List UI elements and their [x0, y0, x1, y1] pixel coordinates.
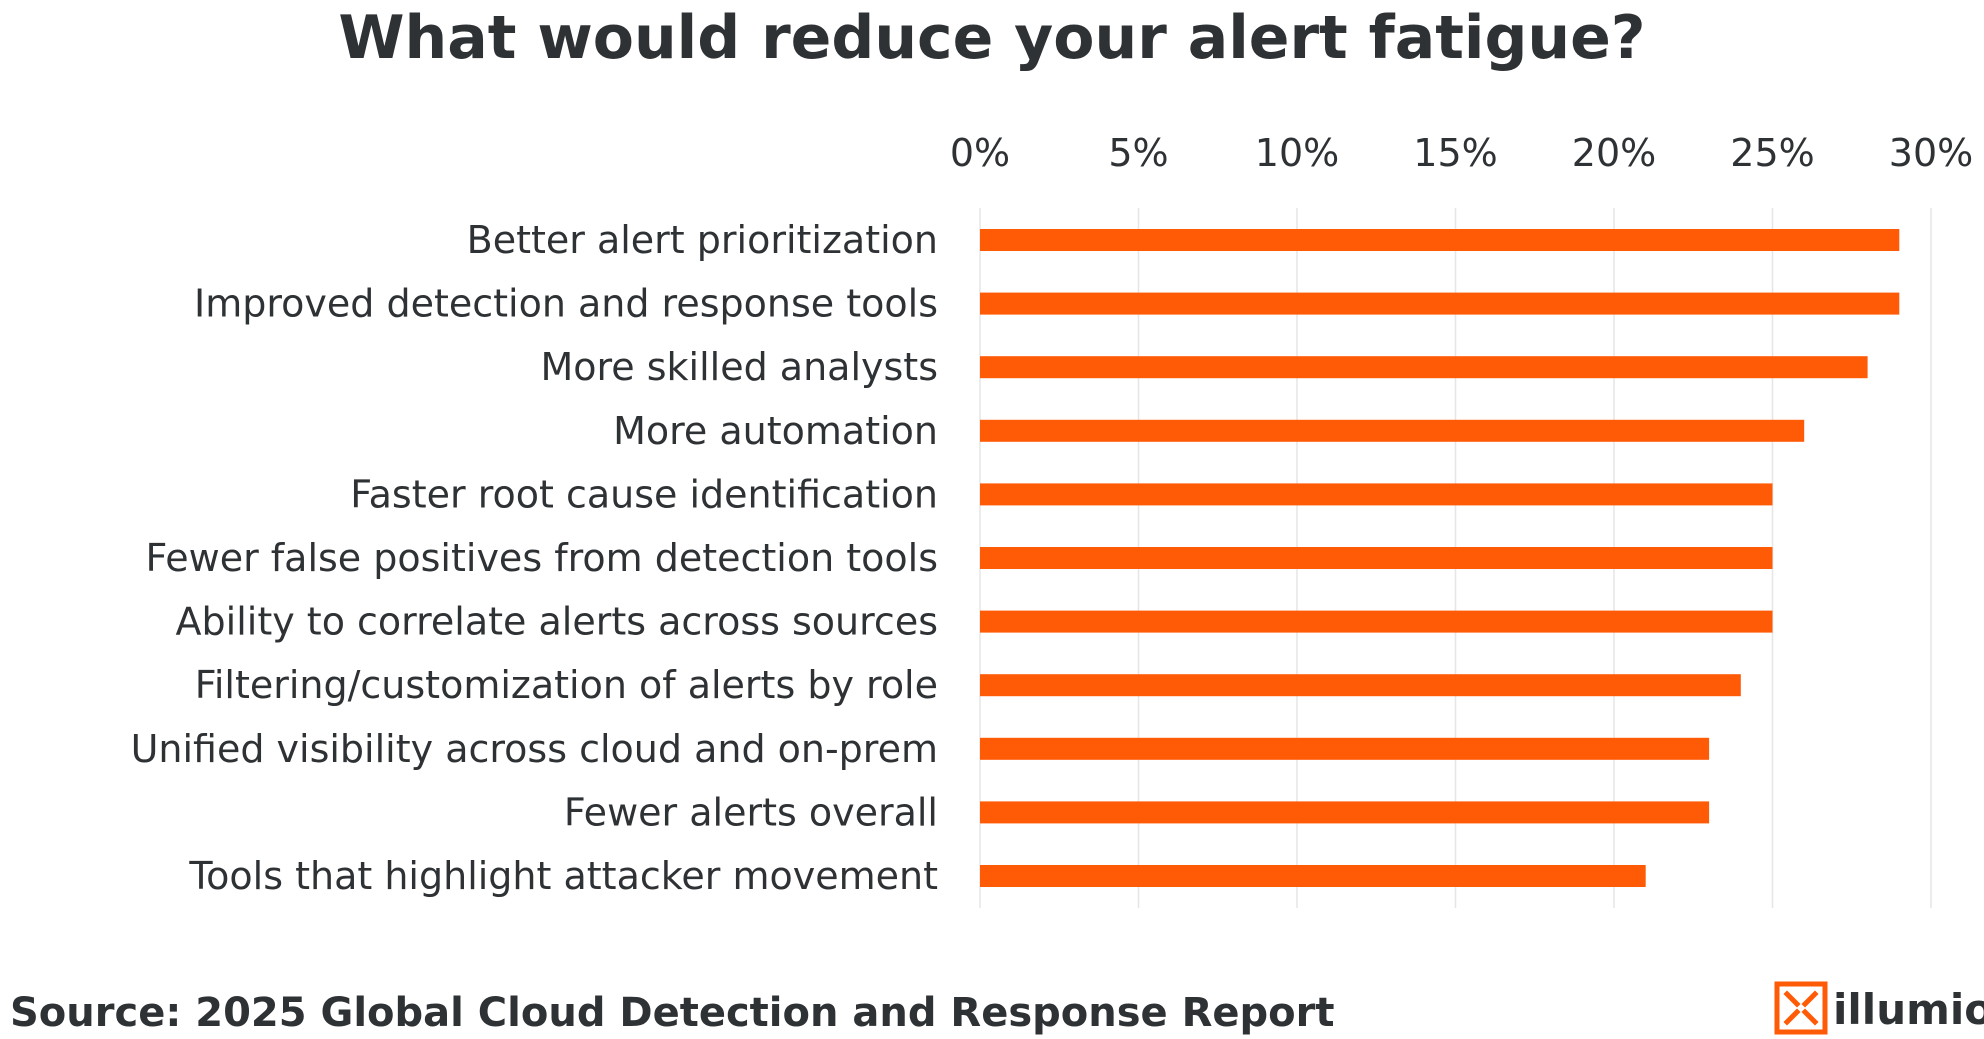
source-note: Source: 2025 Global Cloud Detection and …	[10, 990, 1335, 1036]
illumio-logo: illumio	[1774, 981, 1984, 1035]
bar	[980, 674, 1741, 697]
category-label: Improved detection and response tools	[194, 282, 938, 326]
bar	[980, 292, 1900, 315]
x-tick-label: 0%	[950, 131, 1010, 175]
bar	[980, 547, 1773, 569]
category-label: More skilled analysts	[540, 345, 938, 389]
x-tick-label: 25%	[1730, 131, 1814, 175]
category-label: Faster root cause identification	[350, 472, 938, 516]
x-tick-label: 5%	[1108, 131, 1168, 175]
x-tick-label: 15%	[1413, 131, 1497, 175]
category-label: Unified visibility across cloud and on-p…	[131, 727, 938, 771]
category-label: Fewer alerts overall	[564, 790, 938, 834]
category-label: Tools that highlight attacker movement	[188, 854, 938, 898]
bar	[980, 610, 1773, 633]
illumio-logo-mark-x	[1783, 990, 1819, 1026]
illumio-logo-mark	[1774, 981, 1828, 1035]
bar	[980, 737, 1710, 760]
category-label: Filtering/customization of alerts by rol…	[195, 663, 938, 707]
chart-title: What would reduce your alert fatigue?	[338, 3, 1645, 73]
x-axis-ticks: 0% 5% 10% 15% 20% 25% 30%	[950, 131, 1973, 175]
x-tick-label: 10%	[1255, 131, 1339, 175]
category-label: More automation	[613, 409, 938, 453]
bar	[980, 483, 1773, 506]
bar	[980, 356, 1868, 379]
illumio-logo-text: illumio	[1833, 985, 1984, 1034]
category-label: Better alert prioritization	[467, 218, 938, 262]
category-label: Fewer false positives from detection too…	[145, 536, 938, 580]
bars	[980, 229, 1900, 887]
category-label: Ability to correlate alerts across sourc…	[176, 600, 938, 644]
x-tick-label: 20%	[1572, 131, 1656, 175]
category-labels: Better alert prioritization Improved dete…	[131, 218, 938, 898]
bar	[980, 801, 1710, 824]
bar	[980, 865, 1646, 887]
bar	[980, 229, 1900, 251]
bar	[980, 419, 1805, 442]
x-tick-label: 30%	[1889, 131, 1973, 175]
